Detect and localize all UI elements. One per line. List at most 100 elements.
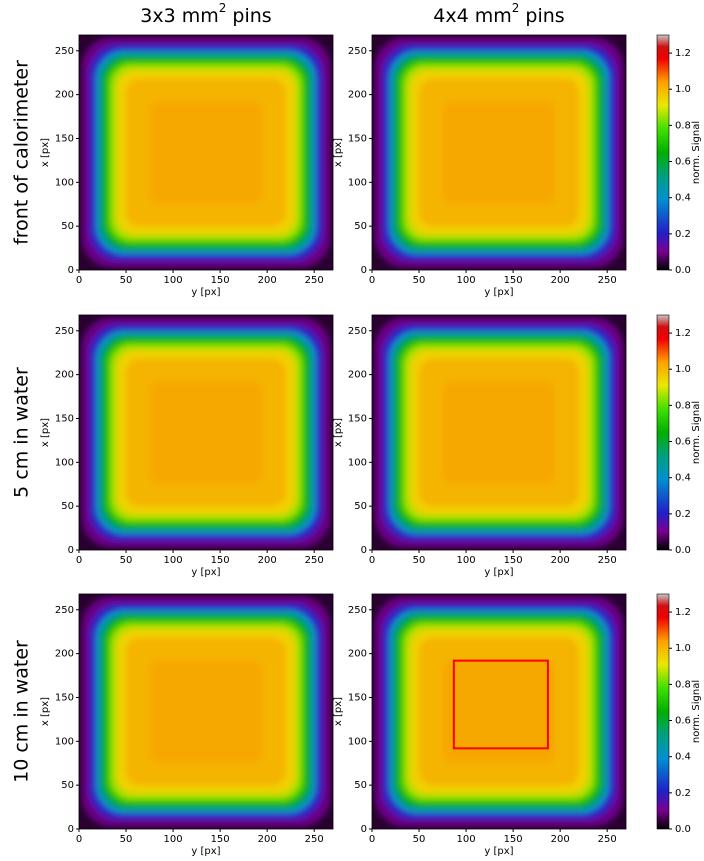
colorbar-tick-label: 0.6 xyxy=(675,716,691,727)
superscript: 2 xyxy=(512,1,520,15)
x-axis-label: y [px] xyxy=(191,567,220,578)
heatmap-image xyxy=(79,35,333,270)
heatmap-layers xyxy=(375,318,623,548)
x-tick-label: 200 xyxy=(258,275,277,286)
colorbar-label: norm. Signal xyxy=(691,121,702,184)
y-tick-label: 100 xyxy=(348,736,367,747)
x-tick-label: 50 xyxy=(120,275,133,286)
heatmap-image xyxy=(79,594,333,829)
y-tick-label: 100 xyxy=(348,457,367,468)
title-part: pins xyxy=(519,5,564,27)
x-tick-label: 200 xyxy=(258,555,277,566)
y-tick-label: 0 xyxy=(361,824,367,835)
heatmap-layers xyxy=(375,597,623,827)
x-tick-label: 100 xyxy=(457,834,476,845)
x-tick-label: 250 xyxy=(305,555,324,566)
x-tick-label: 0 xyxy=(369,834,375,845)
colorbar-tick-label: 1.2 xyxy=(675,328,691,339)
x-axis-label: y [px] xyxy=(191,287,220,298)
y-tick-label: 50 xyxy=(354,221,367,232)
x-tick-label: 0 xyxy=(76,834,82,845)
y-tick-label: 150 xyxy=(348,413,367,424)
colorbar-tick-label: 0.2 xyxy=(675,788,691,799)
y-tick-label: 200 xyxy=(348,649,367,660)
y-axis-label: x [px] xyxy=(333,418,344,447)
colorbar xyxy=(657,35,669,270)
y-tick-label: 50 xyxy=(61,501,74,512)
colorbar-tick-label: 0.8 xyxy=(675,400,691,411)
x-axis-label: y [px] xyxy=(484,287,513,298)
y-axis-label: x [px] xyxy=(333,138,344,167)
y-tick-label: 100 xyxy=(55,177,74,188)
x-tick-label: 250 xyxy=(598,555,617,566)
y-tick-label: 0 xyxy=(361,265,367,276)
colorbar-tick-label: 1.0 xyxy=(675,84,691,95)
x-tick-label: 250 xyxy=(598,275,617,286)
x-tick-label: 200 xyxy=(551,555,570,566)
y-tick-label: 200 xyxy=(55,649,74,660)
y-axis-label: x [px] xyxy=(333,697,344,726)
x-tick-label: 0 xyxy=(76,555,82,566)
x-tick-label: 200 xyxy=(258,834,277,845)
row-label: 10 cm in water xyxy=(11,640,33,783)
y-tick-label: 250 xyxy=(348,605,367,616)
title-part: pins xyxy=(226,5,271,27)
x-tick-label: 150 xyxy=(211,555,230,566)
colorbar xyxy=(657,594,669,829)
y-tick-label: 50 xyxy=(61,221,74,232)
y-tick-label: 100 xyxy=(55,736,74,747)
colorbar-tick-label: 0.6 xyxy=(675,437,691,448)
title-part: 4x4 mm xyxy=(433,5,511,27)
y-tick-label: 0 xyxy=(68,824,74,835)
colorbar-tick-label: 1.2 xyxy=(675,607,691,618)
colorbar-tick-label: 1.2 xyxy=(675,48,691,59)
y-tick-label: 0 xyxy=(68,265,74,276)
x-tick-label: 100 xyxy=(164,555,183,566)
y-tick-label: 250 xyxy=(348,326,367,337)
intensity-band xyxy=(443,381,556,484)
y-tick-label: 250 xyxy=(348,46,367,57)
colorbar xyxy=(657,315,669,550)
heatmap-image xyxy=(79,315,333,550)
y-tick-label: 150 xyxy=(55,692,74,703)
x-tick-label: 100 xyxy=(457,555,476,566)
y-tick-label: 50 xyxy=(354,780,367,791)
x-tick-label: 150 xyxy=(504,555,523,566)
y-tick-label: 150 xyxy=(348,133,367,144)
x-tick-label: 150 xyxy=(504,834,523,845)
column-title: 3x3 mm2 pins xyxy=(140,1,271,27)
colorbar-tick-label: 0.2 xyxy=(675,229,691,240)
colorbar-tick-label: 0.4 xyxy=(675,193,691,204)
heatmap-image xyxy=(372,594,626,829)
y-tick-label: 200 xyxy=(55,90,74,101)
y-tick-label: 150 xyxy=(348,692,367,703)
x-tick-label: 50 xyxy=(413,555,426,566)
x-axis-label: y [px] xyxy=(484,846,513,857)
colorbar-tick-label: 0.4 xyxy=(675,752,691,763)
x-tick-label: 100 xyxy=(164,834,183,845)
figure: 3x3 mm2 pins4x4 mm2 pinsfront of calorim… xyxy=(0,0,704,861)
y-tick-label: 200 xyxy=(348,90,367,101)
x-axis-label: y [px] xyxy=(191,846,220,857)
y-axis-label: x [px] xyxy=(40,138,51,167)
intensity-band xyxy=(150,381,263,484)
y-tick-label: 100 xyxy=(348,177,367,188)
y-tick-label: 150 xyxy=(55,133,74,144)
x-tick-label: 250 xyxy=(305,834,324,845)
colorbar-tick-label: 0.8 xyxy=(675,120,691,131)
title-part: 3x3 mm xyxy=(140,5,218,27)
y-tick-label: 50 xyxy=(61,780,74,791)
x-axis-label: y [px] xyxy=(484,567,513,578)
heatmap-layers xyxy=(82,597,330,827)
x-tick-label: 50 xyxy=(120,834,133,845)
colorbar-tick-label: 0.4 xyxy=(675,473,691,484)
x-tick-label: 0 xyxy=(369,275,375,286)
y-tick-label: 200 xyxy=(55,370,74,381)
heatmap-layers xyxy=(82,318,330,548)
colorbar-tick-label: 0.6 xyxy=(675,157,691,168)
heatmap-layers xyxy=(82,38,330,268)
x-tick-label: 100 xyxy=(457,275,476,286)
colorbar-label: norm. Signal xyxy=(691,680,702,743)
x-tick-label: 100 xyxy=(164,275,183,286)
heatmap-layers xyxy=(375,38,623,268)
